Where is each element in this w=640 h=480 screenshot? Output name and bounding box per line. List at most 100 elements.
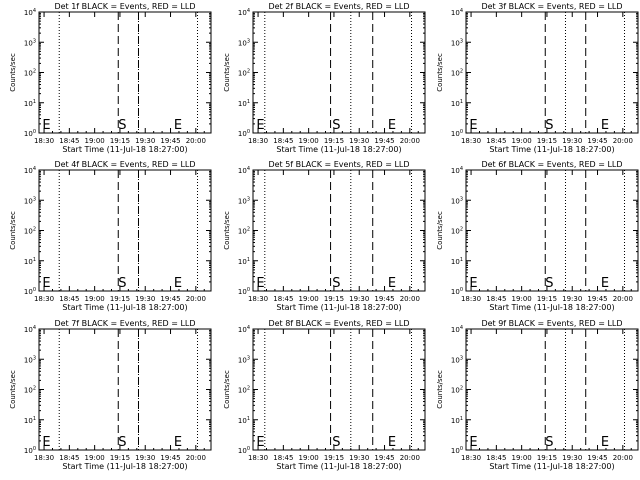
y-tick-label: 102	[24, 386, 36, 395]
y-axis-label: Counts/sec	[223, 370, 231, 409]
x-tick-label: 18:45	[486, 137, 506, 145]
y-tick-label: 104	[238, 8, 250, 17]
y-tick-label: 103	[451, 196, 463, 205]
event-marker-label: E	[42, 276, 50, 291]
x-tick-label: 19:15	[324, 137, 344, 145]
x-tick-label: 19:45	[587, 295, 607, 303]
y-tick-label: 100	[24, 446, 36, 455]
chart-panel: Det 2f BLACK = Events, RED = LLD E S E 18:30…	[223, 2, 426, 154]
y-axis-label: Counts/sec	[9, 211, 17, 250]
y-tick-label: 100	[451, 129, 463, 138]
y-tick-label: 101	[238, 99, 250, 108]
chart-title: Det 3f BLACK = Events, RED = LLD	[481, 2, 622, 11]
event-marker-label: E	[256, 276, 264, 291]
event-marker-label: E	[42, 435, 50, 450]
x-tick-label: 18:45	[273, 137, 293, 145]
y-tick-label: 102	[238, 227, 250, 236]
x-tick-label: 18:45	[59, 454, 79, 462]
y-tick-label: 103	[451, 355, 463, 364]
y-axis-label: Counts/sec	[223, 53, 231, 92]
event-marker-label: E	[601, 276, 609, 291]
chart-title: Det 5f BLACK = Events, RED = LLD	[268, 160, 409, 169]
x-tick-label: 18:45	[273, 295, 293, 303]
x-tick-label: 19:30	[135, 454, 155, 462]
event-marker-label: E	[256, 435, 264, 450]
event-marker-label: E	[469, 435, 477, 450]
y-tick-label: 102	[24, 69, 36, 78]
y-tick-label: 101	[238, 416, 250, 425]
x-tick-label: 18:45	[59, 137, 79, 145]
x-tick-label: 19:30	[562, 137, 582, 145]
chart-title: Det 6f BLACK = Events, RED = LLD	[481, 160, 622, 169]
x-axis-label: Start Time (11-Jul-18 18:27:00)	[489, 145, 614, 154]
chart-title: Det 8f BLACK = Events, RED = LLD	[268, 319, 409, 328]
chart-title: Det 9f BLACK = Events, RED = LLD	[481, 319, 622, 328]
y-tick-label: 103	[238, 196, 250, 205]
y-tick-label: 103	[24, 355, 36, 364]
y-tick-label: 104	[451, 325, 463, 334]
x-axis-label: Start Time (11-Jul-18 18:27:00)	[276, 303, 401, 312]
chart-title: Det 7f BLACK = Events, RED = LLD	[54, 319, 195, 328]
x-tick-label: 19:15	[537, 295, 557, 303]
chart-title: Det 4f BLACK = Events, RED = LLD	[54, 160, 195, 169]
x-tick-label: 18:30	[461, 295, 481, 303]
x-axis-label: Start Time (11-Jul-18 18:27:00)	[62, 462, 187, 471]
x-tick-label: 19:00	[299, 137, 319, 145]
x-tick-label: 19:30	[349, 454, 369, 462]
y-tick-label: 102	[451, 386, 463, 395]
x-tick-label: 19:00	[512, 454, 532, 462]
x-tick-label: 20:00	[400, 137, 420, 145]
event-marker-label: S	[545, 276, 553, 291]
y-tick-label: 104	[24, 8, 36, 17]
x-tick-label: 18:30	[34, 454, 54, 462]
x-tick-label: 19:15	[110, 137, 130, 145]
y-tick-label: 102	[451, 69, 463, 78]
y-tick-label: 103	[24, 196, 36, 205]
y-tick-label: 102	[451, 227, 463, 236]
x-axis-label: Start Time (11-Jul-18 18:27:00)	[276, 145, 401, 154]
x-tick-label: 19:00	[299, 295, 319, 303]
x-tick-label: 19:15	[110, 454, 130, 462]
y-tick-label: 100	[238, 287, 250, 296]
x-tick-label: 18:45	[59, 295, 79, 303]
x-tick-label: 18:45	[486, 295, 506, 303]
x-axis-label: Start Time (11-Jul-18 18:27:00)	[489, 462, 614, 471]
x-tick-label: 19:15	[537, 137, 557, 145]
x-axis-label: Start Time (11-Jul-18 18:27:00)	[276, 462, 401, 471]
event-marker-label: E	[256, 118, 264, 133]
x-tick-label: 19:45	[160, 295, 180, 303]
x-tick-label: 20:00	[613, 295, 633, 303]
y-axis-label: Counts/sec	[9, 370, 17, 409]
y-tick-label: 100	[451, 287, 463, 296]
x-tick-label: 18:30	[34, 137, 54, 145]
x-tick-label: 19:45	[374, 295, 394, 303]
x-axis-label: Start Time (11-Jul-18 18:27:00)	[62, 303, 187, 312]
event-marker-label: E	[388, 118, 396, 133]
x-tick-label: 18:30	[248, 295, 268, 303]
x-tick-label: 19:00	[512, 295, 532, 303]
event-marker-label: S	[332, 118, 340, 133]
y-axis-label: Counts/sec	[436, 211, 444, 250]
event-marker-label: E	[601, 118, 609, 133]
y-tick-label: 103	[24, 38, 36, 47]
x-tick-label: 18:45	[273, 454, 293, 462]
x-tick-label: 19:45	[587, 137, 607, 145]
y-tick-label: 100	[238, 446, 250, 455]
y-tick-label: 101	[451, 99, 463, 108]
y-tick-label: 104	[451, 166, 463, 175]
x-tick-label: 19:30	[135, 295, 155, 303]
event-marker-label: S	[545, 435, 553, 450]
x-tick-label: 18:30	[34, 295, 54, 303]
y-tick-label: 104	[24, 325, 36, 334]
chart-title: Det 2f BLACK = Events, RED = LLD	[268, 2, 409, 11]
x-tick-label: 20:00	[400, 295, 420, 303]
y-tick-label: 104	[238, 325, 250, 334]
x-tick-label: 19:15	[537, 454, 557, 462]
chart-panel: Det 8f BLACK = Events, RED = LLD E S E 18:30…	[223, 319, 426, 471]
chart-panel: Det 7f BLACK = Events, RED = LLD E S E 18:30…	[9, 319, 212, 471]
y-tick-label: 102	[238, 386, 250, 395]
event-marker-label: E	[388, 276, 396, 291]
x-tick-label: 20:00	[186, 295, 206, 303]
y-tick-label: 102	[238, 69, 250, 78]
